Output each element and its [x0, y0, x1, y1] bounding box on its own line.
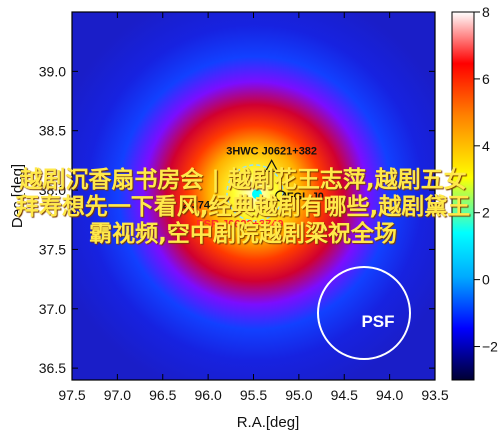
y-axis-title: Dec.[deg]	[9, 164, 26, 228]
colorbar-tick-label: 4	[482, 138, 490, 154]
x-tick-label: 96.5	[149, 387, 176, 403]
x-tick-label: 97.0	[104, 387, 131, 403]
x-tick-label: 96.0	[195, 387, 222, 403]
colorbar-tick-label: 0	[482, 272, 490, 288]
x-tick-label: 97.5	[58, 387, 85, 403]
source-label: 2-3749...	[182, 199, 225, 211]
y-tick-label: 38.5	[39, 123, 66, 139]
x-tick-label: 93.5	[421, 387, 448, 403]
psf-circle	[317, 266, 411, 360]
x-tick-label: 94.0	[376, 387, 403, 403]
colorbar-tick-label: −2	[482, 339, 498, 355]
colorbar-tick-label: 6	[482, 71, 490, 87]
source-label: PSR J0622+3749	[196, 218, 283, 230]
x-tick-label: 94.5	[331, 387, 358, 403]
y-tick-label: 36.5	[39, 360, 66, 376]
source-markers: 3HWC J0621+382 4FGL J0... 2-3749... PSR J06…	[182, 145, 333, 230]
x-tick-label: 95.0	[285, 387, 312, 403]
x-axis-title: R.A.[deg]	[237, 414, 300, 431]
y-axis: 36.5 37.0 37.5 38.0 38.5 39.0	[39, 63, 435, 376]
colorbar-tick-label: 8	[482, 4, 490, 20]
y-tick-label: 37.5	[39, 241, 66, 257]
psf-label: PSF	[361, 312, 394, 331]
y-tick-label: 38.0	[39, 182, 66, 198]
source-label: 4FGL J0...	[281, 191, 333, 203]
source-label: 3HWC J0621+382	[226, 145, 317, 157]
source-triangle-marker	[264, 159, 279, 172]
colorbar	[451, 11, 475, 381]
colorbar-tick-label: 2	[482, 205, 490, 221]
y-tick-label: 37.0	[39, 301, 66, 317]
x-tick-label: 95.5	[240, 387, 267, 403]
y-tick-label: 39.0	[39, 63, 66, 79]
source-ring	[226, 164, 284, 222]
source-spot	[252, 189, 262, 199]
source-circle-marker	[275, 190, 287, 202]
x-axis: 97.5 97.0 96.5 96.0 95.5 95.0 94.5 94.0 93.5	[58, 12, 449, 403]
colorbar-axis: −2 0 2 4 6 8	[474, 4, 498, 355]
